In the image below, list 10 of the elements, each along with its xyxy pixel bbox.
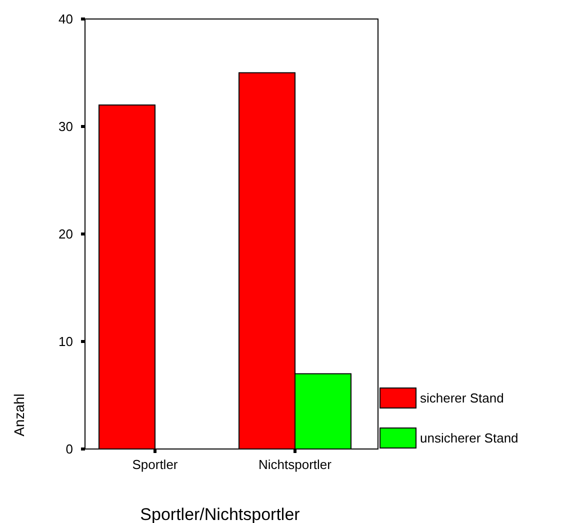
y-axis-title: Anzahl — [11, 394, 27, 436]
y-tick-label: 30 — [58, 119, 73, 134]
y-tick-label: 0 — [66, 442, 73, 457]
legend-label: sicherer Stand — [420, 390, 504, 406]
legend-label: unsicherer Stand — [420, 430, 518, 446]
y-tick-label: 10 — [58, 334, 73, 350]
x-tick-label: Nichtsportler — [258, 457, 332, 472]
x-tick-label: Sportler — [132, 457, 178, 472]
y-tick-label: 40 — [58, 12, 73, 27]
y-tick-label: 20 — [58, 226, 73, 242]
